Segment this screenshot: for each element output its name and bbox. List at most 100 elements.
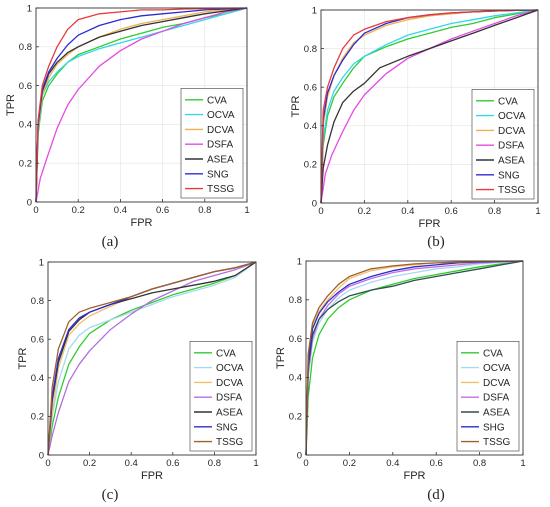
legend-entry-ocva: OCVA (216, 363, 244, 374)
roc-curve-tssg (47, 261, 257, 456)
x-tick-label: 0.4 (114, 205, 127, 216)
legend-entry-dsfa: DSFA (207, 140, 233, 151)
roc-curve-tssg (320, 9, 539, 204)
legend-entry-dsfa: DSFA (216, 393, 242, 404)
legend-entry-ocva: OCVA (498, 111, 526, 122)
y-tick-label: 0.6 (31, 335, 44, 346)
y-tick-label: 0.8 (304, 44, 317, 55)
x-tick-label: 0.4 (401, 206, 414, 217)
roc-curve-tssg (305, 260, 524, 456)
legend-entry-cva: CVA (216, 348, 236, 359)
x-tick-label: 0.8 (488, 206, 501, 217)
roc-curve-tssg (35, 7, 248, 203)
plot-frame (47, 261, 257, 456)
y-tick-label: 1 (312, 5, 317, 16)
y-tick-label: 0.4 (19, 120, 32, 131)
x-tick-label: 0.2 (72, 205, 85, 216)
roc-curve-dsfa (35, 7, 248, 203)
y-axis-label: TPR (290, 95, 302, 117)
legend-entry-cva: CVA (498, 96, 518, 107)
legend-entry-dsfa: DSFA (498, 141, 524, 152)
x-tick-label: 0.4 (386, 458, 399, 469)
y-tick-label: 0.6 (289, 334, 302, 345)
y-tick-label: 0.2 (304, 160, 317, 171)
x-tick-label: 0 (33, 205, 38, 216)
legend-entry-tssg: TSSG (216, 437, 243, 448)
roc-curve-cva (320, 9, 539, 204)
y-tick-label: 1 (27, 3, 32, 14)
legend-box (456, 341, 520, 452)
plot-frame (305, 260, 524, 456)
x-tick-label: 0.2 (358, 206, 371, 217)
panel-label: (a) (102, 234, 119, 250)
legend-entry-sng: SNG (498, 170, 520, 181)
x-tick-label: 0 (45, 458, 50, 469)
legend-entry-cva: CVA (483, 348, 503, 359)
y-tick-label: 0.8 (31, 296, 44, 307)
panel-label: (c) (102, 487, 119, 503)
roc-curve-dsfa (47, 261, 257, 456)
legend-entry-asea: ASEA (216, 408, 243, 419)
y-tick-label: 0 (312, 198, 317, 209)
legend-entry-asea: ASEA (498, 156, 525, 167)
roc-curve-asea (320, 9, 539, 204)
x-tick-label: 1 (244, 205, 249, 216)
y-tick-label: 0.2 (31, 412, 44, 423)
legend: CVA OCVA DCVA DSFA ASEA SHG TSSG (456, 341, 520, 452)
legend-entry-asea: ASEA (483, 408, 510, 419)
x-tick-label: 0.6 (430, 458, 443, 469)
x-tick-label: 0.8 (208, 458, 221, 469)
x-tick-label: 0 (318, 206, 323, 217)
roc-panel-1: 0 0.2 0.4 0.6 0.8 1 0 0.2 0.4 0.6 0.8 1 FPR TPR CVA OCV… (5, 3, 250, 250)
x-tick-label: 0.8 (473, 458, 486, 469)
legend-entry-ocva: OCVA (207, 110, 235, 121)
y-tick-label: 0.8 (289, 295, 302, 306)
legend-entry-ocva: OCVA (483, 363, 511, 374)
x-axis-label: FPR (419, 218, 441, 230)
y-tick-label: 0 (297, 450, 302, 461)
roc-curve-dsfa (320, 9, 539, 204)
legend-entry-sng: SNG (207, 169, 229, 180)
x-tick-label: 1 (520, 458, 525, 469)
x-tick-label: 0.2 (343, 458, 356, 469)
legend-entry-dcva: DCVA (498, 126, 525, 137)
roc-curve-ocva (320, 9, 539, 204)
plot-frame (35, 7, 248, 203)
x-tick-label: 1 (253, 458, 258, 469)
y-axis-label: TPR (5, 94, 17, 116)
legend-entry-dsfa: DSFA (483, 393, 509, 404)
roc-curve-sng (35, 7, 248, 203)
legend-entry-dcva: DCVA (207, 125, 234, 136)
roc-curve-ocva (47, 261, 257, 456)
y-tick-label: 0.6 (304, 83, 317, 94)
roc-curve-asea (35, 7, 248, 203)
legend-entry-dcva: DCVA (483, 378, 510, 389)
y-tick-label: 0.4 (304, 121, 317, 132)
y-tick-label: 0.6 (19, 81, 32, 92)
y-tick-label: 0.8 (19, 42, 32, 53)
y-axis-label: TPR (275, 347, 287, 369)
roc-curve-asea (305, 260, 524, 456)
x-tick-label: 1 (535, 206, 540, 217)
legend-box (471, 89, 535, 200)
x-tick-label: 0.6 (156, 205, 169, 216)
panel-label: (d) (427, 487, 445, 503)
x-tick-label: 0.6 (445, 206, 458, 217)
roc-curve-ocva (305, 260, 524, 456)
y-tick-label: 0 (27, 197, 32, 208)
plot-frame (320, 9, 539, 204)
legend: CVA OCVA DCVA DSFA ASEA SNG TSSG (189, 341, 253, 452)
x-axis-label: FPR (404, 470, 426, 482)
roc-curve-asea (47, 261, 257, 456)
legend-box (189, 341, 253, 452)
y-tick-label: 0.2 (19, 159, 32, 170)
legend: CVA OCVA DCVA DSFA ASEA SNG TSSG (471, 89, 535, 200)
y-tick-label: 0.2 (289, 412, 302, 423)
legend-box (180, 88, 244, 199)
y-tick-label: 1 (39, 257, 44, 268)
legend-entry-sng: SNG (216, 422, 238, 433)
legend-entry-tssg: TSSG (207, 184, 234, 195)
roc-panel-3: 0 0.2 0.4 0.6 0.8 1 0 0.2 0.4 0.6 0.8 1 FPR TPR CVA OCV… (17, 257, 259, 503)
x-tick-label: 0 (303, 458, 308, 469)
